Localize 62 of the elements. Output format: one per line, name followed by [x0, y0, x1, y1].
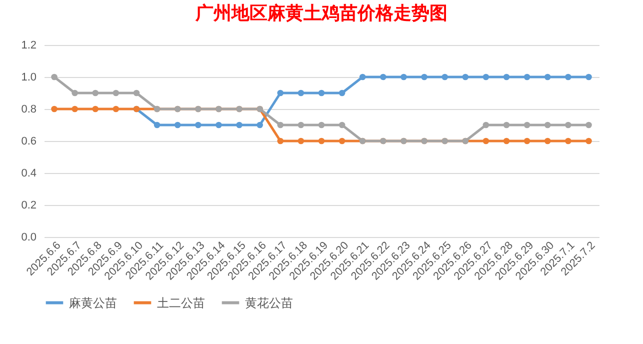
- point: [544, 122, 551, 128]
- point: [298, 138, 304, 144]
- point: [112, 90, 120, 96]
- point: [503, 74, 510, 80]
- y-tick-label: 1.0: [21, 72, 36, 84]
- point: [72, 106, 78, 112]
- point: [380, 74, 386, 80]
- point: [524, 74, 530, 80]
- point: [338, 122, 346, 128]
- point: [112, 106, 120, 112]
- y-tick-label: 1.2: [21, 40, 36, 52]
- point: [338, 138, 346, 144]
- point: [442, 74, 448, 80]
- point: [524, 122, 530, 128]
- point: [195, 122, 202, 128]
- point: [318, 90, 325, 96]
- point: [586, 74, 592, 80]
- point: [482, 74, 490, 80]
- y-tick-label: 0.6: [21, 136, 36, 148]
- point: [503, 122, 510, 128]
- point: [482, 122, 490, 128]
- point: [400, 74, 407, 80]
- point: [51, 106, 58, 112]
- point: [92, 106, 99, 112]
- point: [318, 138, 325, 144]
- point: [359, 74, 366, 80]
- y-tick-label: 0.8: [21, 104, 36, 116]
- point: [92, 90, 99, 96]
- legend-label: 麻黄公苗: [69, 296, 117, 310]
- point: [318, 122, 325, 128]
- y-tick-label: 0.4: [21, 168, 36, 180]
- point: [256, 122, 263, 128]
- point: [565, 74, 572, 80]
- point: [277, 138, 284, 144]
- point: [236, 122, 242, 128]
- y-tick-label: 0.0: [21, 232, 36, 244]
- legend-label: 黄花公苗: [245, 296, 293, 310]
- point: [133, 90, 140, 96]
- point: [298, 90, 304, 96]
- point: [462, 74, 469, 80]
- point: [565, 122, 572, 128]
- point: [503, 138, 510, 144]
- point: [338, 90, 346, 96]
- point: [154, 122, 160, 128]
- point: [482, 138, 490, 144]
- point: [174, 122, 181, 128]
- point: [421, 74, 428, 80]
- point: [544, 74, 551, 80]
- point: [586, 138, 592, 144]
- point: [565, 138, 572, 144]
- point: [277, 122, 284, 128]
- point: [524, 138, 530, 144]
- point: [586, 122, 592, 128]
- point: [216, 122, 222, 128]
- y-tick-label: 0.2: [21, 200, 36, 212]
- point: [51, 74, 58, 80]
- point: [72, 90, 78, 96]
- point: [277, 90, 284, 96]
- legend-label: 土二公苗: [157, 296, 205, 310]
- chart-title: 广州地区麻黄土鸡苗价格走势图: [194, 3, 448, 24]
- point: [298, 122, 304, 128]
- point: [544, 138, 551, 144]
